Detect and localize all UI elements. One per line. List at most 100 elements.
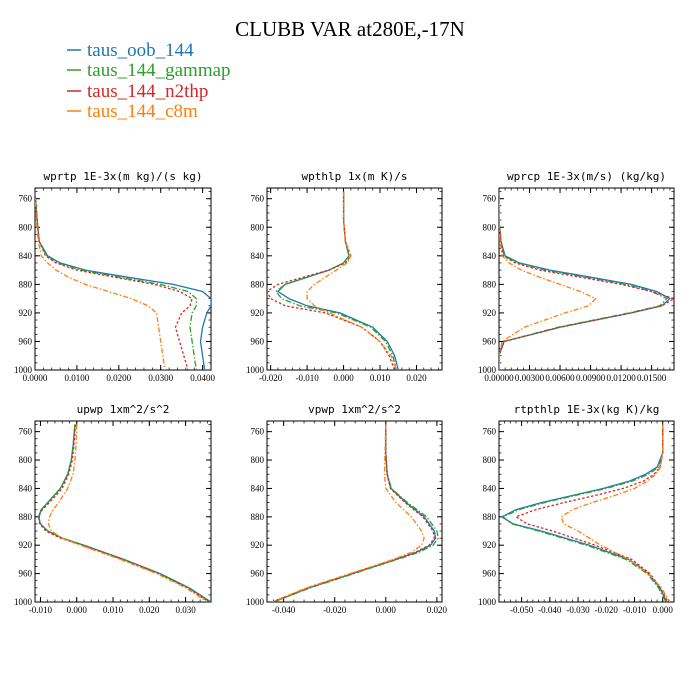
y-tick-label: 760 — [483, 427, 497, 437]
y-tick-label: 960 — [19, 569, 33, 579]
y-tick-label: 880 — [19, 279, 33, 289]
panel-frame — [34, 420, 212, 603]
x-tick-label: -0.010 — [29, 605, 53, 615]
chart-panel-2: wpthlp 1x(m K)/s7608008408809209601000-0… — [246, 170, 443, 383]
chart-panel-4: upwp 1xm^2/s^2 760 800 840 880 920 960 1000-0.0… — [14, 403, 212, 615]
series-line-taus-144-gammap — [273, 424, 439, 602]
y-tick-label: 1000 — [478, 365, 497, 375]
y-tick-label: 800 — [483, 222, 497, 232]
legend-entry-taus-144-gammap: taus_144_gammap — [67, 60, 231, 81]
panel-frame — [34, 187, 212, 371]
series-line-taus-144-n2thp — [271, 424, 435, 602]
x-tick-label: -0.030 — [566, 605, 590, 615]
y-tick-label: 960 — [483, 336, 497, 346]
x-tick-label: -0.040 — [538, 605, 562, 615]
panel-title: vpwp 1xm^2/s^2 — [308, 403, 401, 416]
x-tick-label: 0.000 — [333, 373, 354, 383]
x-tick-label: -0.010 — [623, 605, 647, 615]
y-tick-label: 920 — [483, 540, 497, 550]
series-group — [271, 424, 439, 602]
x-tick-label: -0.020 — [323, 605, 347, 615]
x-tick-label: 0.020 — [406, 373, 427, 383]
series-line-taus-144-c8m — [560, 424, 671, 602]
y-tick-label: 920 — [19, 308, 33, 318]
series-line-taus-144-n2thp — [35, 191, 193, 370]
y-tick-label: 800 — [251, 455, 265, 465]
series-line-taus-144-c8m — [306, 191, 398, 370]
y-tick-label: 760 — [19, 194, 33, 204]
panel-title: upwp 1xm^2/s^2 — [77, 403, 170, 416]
y-tick-label: 960 — [251, 336, 265, 346]
y-tick-label: 840 — [251, 251, 265, 261]
series-line-taus-144-n2thp — [499, 191, 674, 370]
y-tick-label: 1000 — [246, 597, 265, 607]
y-tick-label: 760 — [251, 194, 265, 204]
series-group — [267, 191, 399, 370]
legend-entry-taus-144-n2thp: taus_144_n2thp — [67, 81, 208, 102]
y-tick-label: 920 — [251, 540, 265, 550]
series-line-taus-144-gammap — [37, 424, 211, 602]
series-group — [499, 191, 674, 370]
x-tick-label: 0.020 — [139, 605, 160, 615]
x-tick-label: 0.00000 — [484, 373, 514, 383]
y-tick-label: 920 — [251, 308, 265, 318]
y-tick-label: 800 — [19, 455, 33, 465]
series-line-taus-144-gammap — [502, 424, 667, 602]
panel-frame — [266, 187, 443, 371]
legend-label-taus-oob-144: taus_oob_144 — [87, 40, 194, 61]
x-tick-label: 0.00300 — [515, 373, 545, 383]
series-line-taus-144-c8m — [47, 424, 208, 602]
x-tick-label: -0.010 — [295, 373, 319, 383]
y-tick-label: 1000 — [14, 365, 33, 375]
y-tick-label: 840 — [251, 483, 265, 493]
chart-panel-3: wprcp 1E-3x(m/s) (kg/kg) 760 800 840 880 920 9… — [478, 170, 675, 383]
panel-title: wprcp 1E-3x(m/s) (kg/kg) — [507, 170, 666, 183]
panel-frame — [498, 187, 675, 371]
series-line-taus-oob-144 — [37, 424, 211, 602]
y-tick-label: 1000 — [246, 365, 265, 375]
y-tick-label: 760 — [19, 427, 33, 437]
y-tick-label: 920 — [483, 308, 497, 318]
y-tick-label: 880 — [19, 512, 33, 522]
series-line-taus-144-c8m — [35, 191, 166, 370]
y-tick-label: 800 — [483, 455, 497, 465]
x-tick-label: 0.000 — [376, 605, 397, 615]
y-tick-label: 840 — [483, 251, 497, 261]
x-tick-label: -0.040 — [272, 605, 296, 615]
legend-entry-taus-144-c8m: taus_144_c8m — [67, 101, 198, 122]
x-tick-label: -0.050 — [510, 605, 534, 615]
x-tick-label: 0.020 — [427, 605, 448, 615]
panel-frame — [266, 420, 443, 603]
x-tick-label: 0.010 — [370, 373, 391, 383]
x-tick-label: 0.01200 — [606, 373, 636, 383]
y-tick-label: 960 — [19, 336, 33, 346]
series-group — [501, 424, 671, 602]
y-tick-label: 920 — [19, 540, 33, 550]
legend-label-taus-144-gammap: taus_144_gammap — [87, 60, 231, 81]
panel-title: wprtp 1E-3x(m kg)/(s kg) — [44, 170, 203, 183]
legend-label-taus-144-c8m: taus_144_c8m — [87, 101, 198, 122]
y-tick-label: 840 — [483, 483, 497, 493]
y-tick-label: 960 — [251, 569, 265, 579]
y-tick-label: 760 — [251, 427, 265, 437]
y-tick-label: 1000 — [478, 597, 497, 607]
y-tick-label: 800 — [251, 222, 265, 232]
y-tick-label: 880 — [483, 512, 497, 522]
x-tick-label: 0.000 — [653, 605, 674, 615]
y-tick-label: 1000 — [14, 597, 33, 607]
figure-title: CLUBB VAR at280E,-17N — [235, 17, 465, 41]
x-tick-label: 0.00600 — [545, 373, 575, 383]
x-tick-label: 0.010 — [103, 605, 124, 615]
series-line-taus-oob-144 — [499, 191, 671, 370]
y-tick-label: 840 — [19, 483, 33, 493]
y-tick-label: 880 — [251, 512, 265, 522]
series-line-taus-144-c8m — [499, 191, 597, 370]
y-tick-label: 960 — [483, 569, 497, 579]
x-tick-label: 0.030 — [175, 605, 196, 615]
x-tick-label: 0.00900 — [576, 373, 606, 383]
x-tick-label: 0.0300 — [148, 373, 173, 383]
series-line-taus-144-n2thp — [515, 424, 669, 602]
series-line-taus-oob-144 — [273, 424, 437, 602]
y-tick-label: 840 — [19, 251, 33, 261]
